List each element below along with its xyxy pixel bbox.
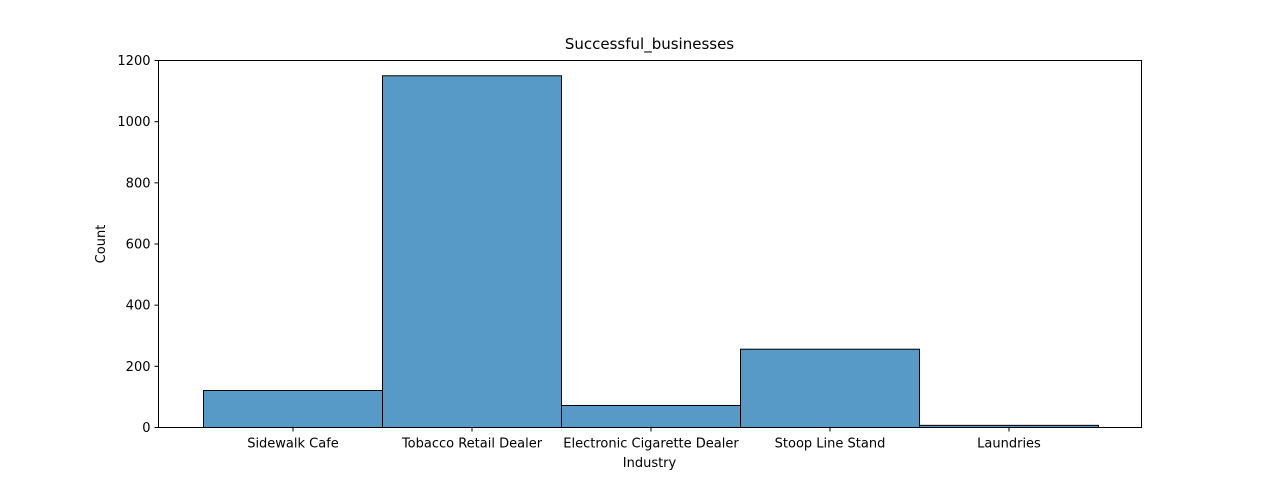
y-tick-label-5: 1000 <box>117 115 150 130</box>
y-axis: 0 200 400 600 800 1000 1200 <box>117 54 159 436</box>
x-tick-label-4: Laundries <box>977 437 1041 452</box>
y-axis-title: Count <box>94 225 109 264</box>
plot-frame <box>158 60 1142 428</box>
x-tick-label-2: Electronic Cigarette Dealer <box>563 437 739 452</box>
chart-title: Successful_businesses <box>565 35 734 54</box>
bar-3 <box>740 348 920 428</box>
x-axis: Sidewalk Cafe Tobacco Retail Dealer Electr… <box>247 427 1041 452</box>
x-tick-label-1: Tobacco Retail Dealer <box>401 437 543 452</box>
bars-layer <box>203 75 1099 429</box>
x-tick-label-0: Sidewalk Cafe <box>247 437 339 452</box>
bar-2 <box>561 404 741 429</box>
y-tick-label-3: 600 <box>126 238 151 253</box>
bar-1 <box>382 75 562 429</box>
x-axis-title: Industry <box>623 456 677 471</box>
x-tick-label-3: Stoop Line Stand <box>775 437 886 452</box>
y-tick-label-4: 800 <box>126 176 151 191</box>
y-tick-label-6: 1200 <box>117 54 150 69</box>
bar-0 <box>203 389 383 429</box>
y-tick-label-0: 0 <box>142 421 150 436</box>
y-tick-label-2: 400 <box>126 299 151 314</box>
y-tick-label-1: 200 <box>126 360 151 375</box>
